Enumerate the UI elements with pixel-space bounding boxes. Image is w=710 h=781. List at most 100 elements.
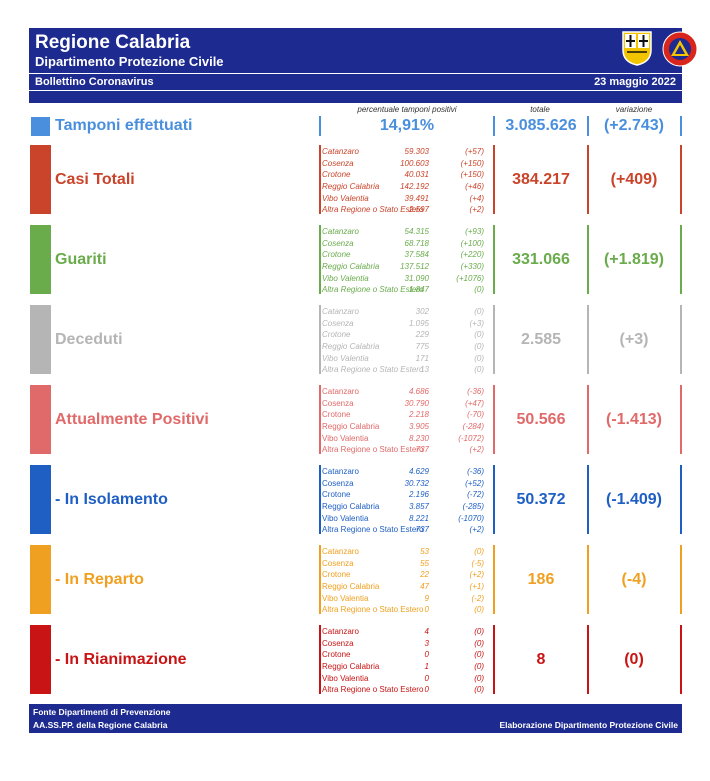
province-name: Altra Regione o Stato Estero xyxy=(322,445,424,455)
province-value: 30.790 xyxy=(404,398,429,408)
section-separator xyxy=(680,625,682,694)
province-name: Cosenza xyxy=(322,398,354,408)
section-color-stripe xyxy=(30,225,51,294)
section-label: Attualmente Positivi xyxy=(55,411,209,428)
section-label: - In Reparto xyxy=(55,571,144,588)
province-name: Catanzaro xyxy=(322,147,359,156)
section-label: Casi Totali xyxy=(55,171,135,188)
province-value: 68.718 xyxy=(404,238,429,248)
province-value: 137.512 xyxy=(400,262,429,272)
province-value: 1 xyxy=(424,662,429,672)
col-header-total: totale xyxy=(530,105,550,114)
section-separator xyxy=(587,145,589,214)
province-value: 0 xyxy=(424,605,429,615)
province-delta: (0) xyxy=(474,285,484,295)
province-name: Vibo Valentia xyxy=(322,433,369,443)
province-name: Altra Regione o Stato Estero xyxy=(322,685,424,695)
section-separator xyxy=(587,225,589,294)
province-list: Catanzaro 54.315 (+93) Cosenza 68.718 (+100) C… xyxy=(322,226,484,296)
province-name: Vibo Valentia xyxy=(322,673,369,683)
footer-source-2: AA.SS.PP. della Regione Calabria xyxy=(33,720,168,730)
province-name: Crotone xyxy=(322,170,351,180)
province-delta: (-1072) xyxy=(458,433,484,443)
province-name: Cosenza xyxy=(322,318,354,328)
province-delta: (-36) xyxy=(467,387,484,396)
province-name: Altra Regione o Stato Estero xyxy=(322,365,424,375)
province-name: Crotone xyxy=(322,570,351,580)
province-name: Reggio Calabria xyxy=(322,262,380,272)
province-row: Reggio Calabria 1 (0) xyxy=(322,661,484,673)
province-list: Catanzaro 4 (0) Cosenza 3 (0) Crotone 0 (0) Reggi… xyxy=(322,626,484,696)
section-label: Guariti xyxy=(55,251,107,268)
province-row: Catanzaro 59.303 (+57) xyxy=(322,146,484,158)
province-value: 0 xyxy=(424,673,429,683)
province-value: 171 xyxy=(415,353,429,363)
province-row: Altra Regione o Stato Estero 737 (+2) xyxy=(322,524,484,536)
province-delta: (0) xyxy=(474,365,484,375)
province-delta: (+220) xyxy=(460,250,484,260)
province-row: Altra Regione o Stato Estero 1.847 (0) xyxy=(322,284,484,296)
province-name: Vibo Valentia xyxy=(322,353,369,363)
province-row: Vibo Valentia 9 (-2) xyxy=(322,593,484,605)
province-row: Crotone 229 (0) xyxy=(322,329,484,341)
province-row: Vibo Valentia 8.221 (-1070) xyxy=(322,513,484,525)
province-value: 0 xyxy=(424,650,429,660)
province-delta: (0) xyxy=(474,638,484,648)
province-list: Catanzaro 302 (0) Cosenza 1.095 (+3) Crotone 22… xyxy=(322,306,484,376)
province-row: Crotone 40.031 (+150) xyxy=(322,169,484,181)
section-separator xyxy=(319,545,321,614)
province-value: 13 xyxy=(420,365,429,375)
section-separator xyxy=(319,465,321,534)
province-delta: (0) xyxy=(474,307,484,316)
province-row: Reggio Calabria 775 (0) xyxy=(322,341,484,353)
section-separator xyxy=(680,145,682,214)
province-value: 4.686 xyxy=(408,387,429,396)
province-delta: (0) xyxy=(474,673,484,683)
province-delta: (+2) xyxy=(469,525,484,535)
province-row: Crotone 37.584 (+220) xyxy=(322,249,484,261)
department-subtitle: Dipartimento Protezione Civile xyxy=(35,54,224,69)
province-delta: (-1070) xyxy=(458,513,484,523)
province-name: Catanzaro xyxy=(322,307,359,316)
section-color-stripe xyxy=(30,465,51,534)
province-row: Crotone 0 (0) xyxy=(322,649,484,661)
province-delta: (0) xyxy=(474,662,484,672)
section-total: 186 xyxy=(527,571,555,588)
footer-credit: Elaborazione Dipartimento Protezione Civ… xyxy=(499,720,678,730)
province-value: 53 xyxy=(420,547,429,556)
province-delta: (+1076) xyxy=(456,273,484,283)
section-color-stripe xyxy=(30,545,51,614)
province-value: 100.603 xyxy=(400,158,429,168)
province-value: 3.905 xyxy=(408,422,429,432)
province-row: Catanzaro 53 (0) xyxy=(322,546,484,558)
province-row: Crotone 2.218 (-70) xyxy=(322,409,484,421)
section-separator xyxy=(319,385,321,454)
province-value: 37.584 xyxy=(404,250,429,260)
province-row: Altra Regione o Stato Estero 737 (+2) xyxy=(322,444,484,456)
province-value: 737 xyxy=(415,445,429,455)
province-delta: (+57) xyxy=(465,147,484,156)
province-row: Altra Regione o Stato Estero 0 (0) xyxy=(322,684,484,696)
footer-source: Fonte Dipartimenti di Prevenzione xyxy=(33,707,171,717)
province-delta: (+100) xyxy=(460,238,484,248)
province-name: Cosenza xyxy=(322,558,354,568)
province-value: 0 xyxy=(424,685,429,695)
province-name: Crotone xyxy=(322,410,351,420)
province-name: Altra Regione o Stato Estero xyxy=(322,205,424,215)
province-value: 8.230 xyxy=(408,433,429,443)
section-total: 2.585 xyxy=(520,331,562,348)
province-delta: (0) xyxy=(474,685,484,695)
tamponi-color-square xyxy=(31,117,50,136)
province-name: Cosenza xyxy=(322,638,354,648)
province-row: Reggio Calabria 142.192 (+46) xyxy=(322,181,484,193)
section-separator xyxy=(493,625,495,694)
province-row: Cosenza 100.603 (+150) xyxy=(322,158,484,170)
province-value: 9 xyxy=(424,593,429,603)
footer-banner: Fonte Dipartimenti di Prevenzione AA.SS.… xyxy=(29,704,682,733)
province-delta: (+330) xyxy=(460,262,484,272)
province-value: 229 xyxy=(415,330,429,340)
province-row: Reggio Calabria 3.857 (-285) xyxy=(322,501,484,513)
province-row: Cosenza 3 (0) xyxy=(322,638,484,650)
province-name: Vibo Valentia xyxy=(322,513,369,523)
section-variation: (0) xyxy=(624,651,644,668)
